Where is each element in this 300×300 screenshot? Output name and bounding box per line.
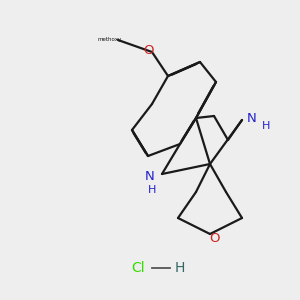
Text: methoxy: methoxy (98, 38, 122, 43)
Text: Cl: Cl (131, 261, 145, 275)
Text: H: H (148, 185, 156, 195)
Text: O: O (209, 232, 219, 244)
Text: N: N (145, 169, 155, 182)
Text: H: H (262, 121, 270, 131)
Text: H: H (175, 261, 185, 275)
Text: O: O (143, 44, 153, 56)
Text: N: N (247, 112, 257, 124)
